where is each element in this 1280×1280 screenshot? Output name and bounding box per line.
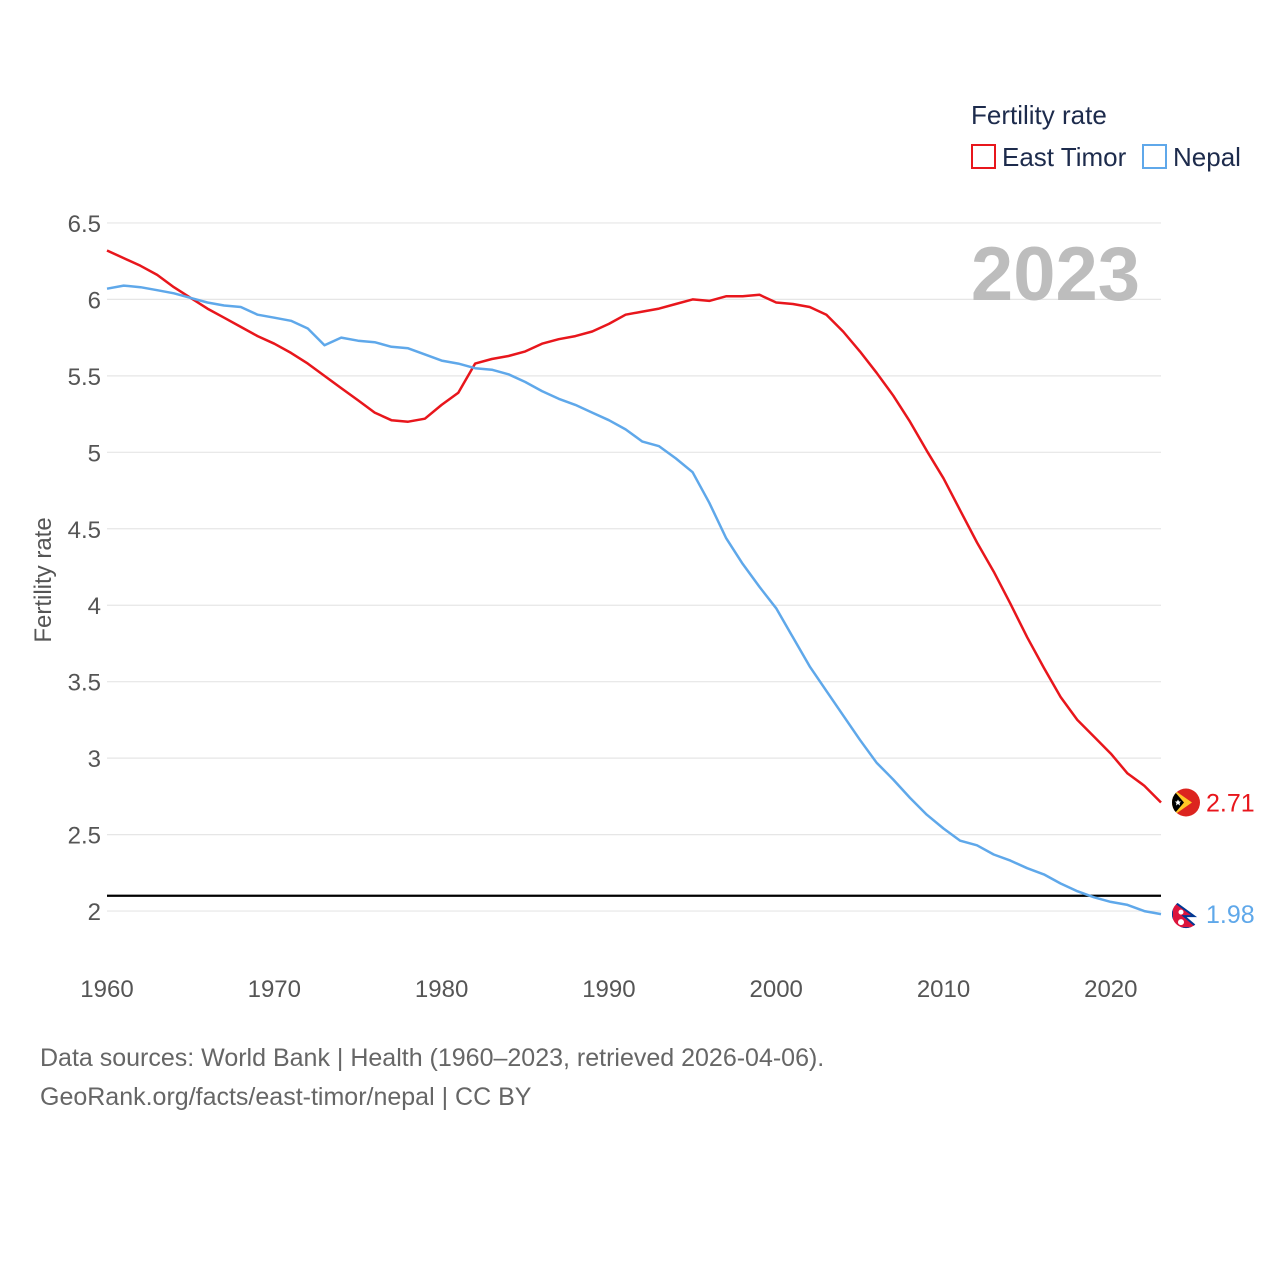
fertility-line-chart: 6.5 6 5.5 5 4.5 4 3.5 3 2.5 2 1960 1970 1980 1990 200…	[30, 100, 1255, 1003]
legend-item-nepal[interactable]: Nepal	[1142, 142, 1241, 172]
east-timor-flag-icon	[1172, 788, 1200, 817]
y-axis-title: Fertility rate	[30, 517, 57, 642]
series-line-nepal[interactable]	[106, 284, 1162, 916]
end-label-east-timor: 2.71	[1206, 790, 1255, 818]
x-tick-label: 2000	[750, 976, 803, 1003]
y-tick-label: 2.5	[68, 823, 101, 850]
year-label: 2023	[971, 232, 1140, 317]
legend-item-east-timor[interactable]: East Timor	[971, 142, 1127, 172]
y-axis-ticks: 6.5 6 5.5 5 4.5 4 3.5 3 2.5 2	[68, 211, 101, 926]
y-tick-label: 5	[88, 440, 101, 467]
legend-swatch-east-timor	[971, 144, 996, 169]
x-tick-label: 2010	[917, 976, 970, 1003]
footer-attribution: GeoRank.org/facts/east-timor/nepal | CC …	[40, 1083, 532, 1111]
legend-title: Fertility rate	[971, 100, 1107, 130]
end-label-nepal: 1.98	[1206, 901, 1255, 929]
legend-label-east-timor: East Timor	[1002, 142, 1127, 172]
y-tick-label: 6.5	[68, 211, 101, 238]
series-line-east-timor[interactable]	[106, 249, 1162, 804]
x-tick-label: 1990	[582, 976, 635, 1003]
x-tick-label: 2020	[1084, 976, 1137, 1003]
y-tick-label: 3	[88, 746, 101, 773]
legend-swatch-nepal	[1142, 144, 1167, 169]
y-tick-label: 5.5	[68, 364, 101, 391]
x-tick-label: 1980	[415, 976, 468, 1003]
y-tick-label: 4	[88, 593, 101, 620]
y-tick-label: 4.5	[68, 517, 101, 544]
x-axis-ticks: 1960 1970 1980 1990 2000 2010 2020	[80, 976, 1137, 1003]
x-tick-label: 1970	[248, 976, 301, 1003]
nepal-flag-icon	[1172, 900, 1200, 929]
footer-sources: Data sources: World Bank | Health (1960–…	[40, 1044, 825, 1072]
y-tick-label: 6	[88, 287, 101, 314]
grid-lines	[107, 222, 1161, 912]
legend: Fertility rate East Timor Nepal	[971, 100, 1241, 172]
y-tick-label: 3.5	[68, 670, 101, 697]
legend-label-nepal: Nepal	[1173, 142, 1241, 172]
y-tick-label: 2	[88, 899, 101, 926]
x-tick-label: 1960	[80, 976, 133, 1003]
